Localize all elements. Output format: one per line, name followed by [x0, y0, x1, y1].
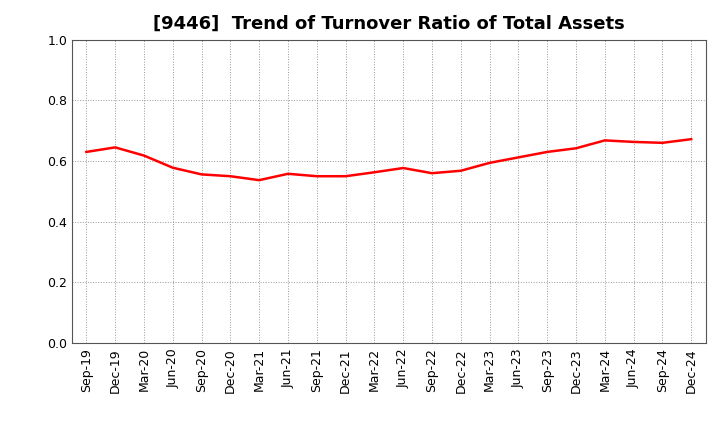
Title: [9446]  Trend of Turnover Ratio of Total Assets: [9446] Trend of Turnover Ratio of Total …: [153, 15, 625, 33]
